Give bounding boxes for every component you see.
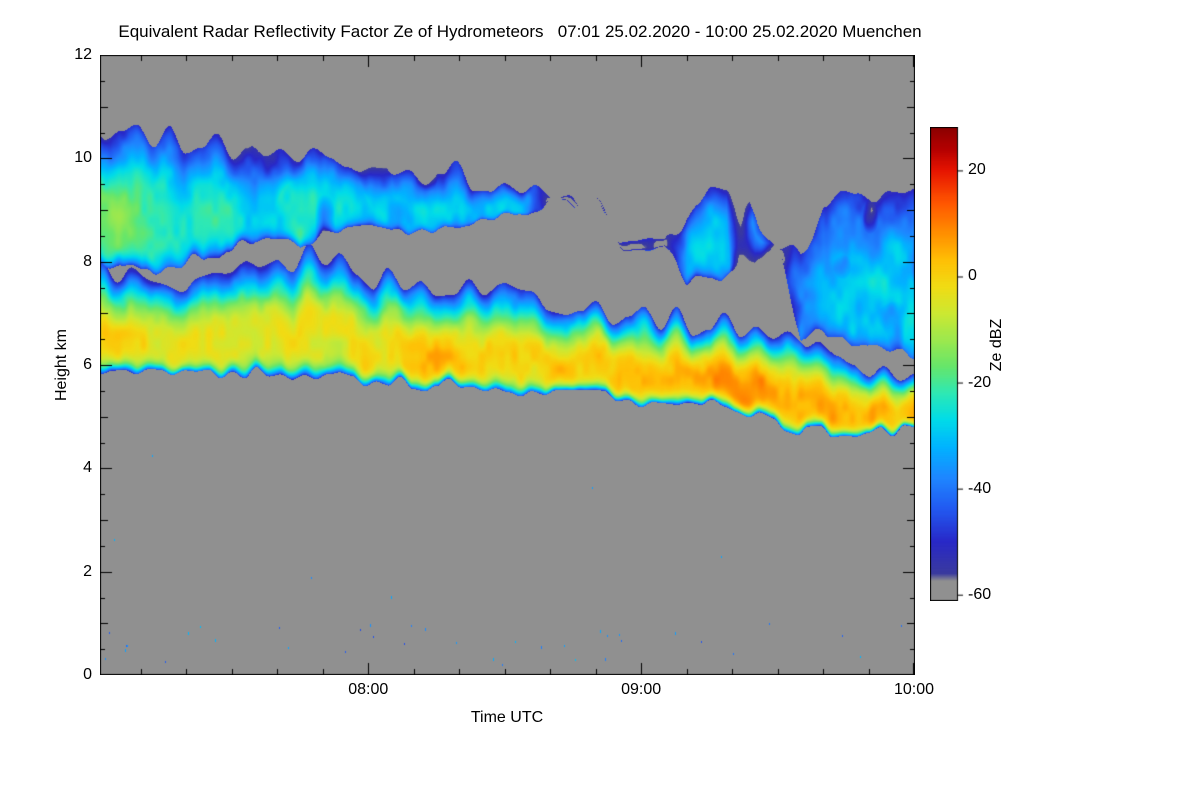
x-tick-label: 10:00 bbox=[893, 681, 935, 698]
chart-title: Equivalent Radar Reflectivity Factor Ze … bbox=[118, 22, 922, 41]
y-tick-label: 4 bbox=[83, 459, 92, 477]
colorbar-canvas bbox=[930, 127, 976, 601]
y-tick-label: 2 bbox=[83, 562, 92, 580]
colorbar-tick-label: -60 bbox=[968, 585, 992, 603]
colorbar-tick-label: 0 bbox=[968, 267, 977, 285]
colorbar-tick-label: -40 bbox=[968, 479, 992, 497]
colorbar-tick-label: 20 bbox=[968, 161, 986, 179]
y-tick-label: 8 bbox=[83, 252, 92, 270]
y-tick-label: 10 bbox=[74, 149, 92, 167]
x-tick-label: 09:00 bbox=[621, 681, 662, 698]
y-tick-label: 6 bbox=[83, 356, 92, 373]
colorbar-label: Ze dBZ bbox=[988, 318, 1005, 372]
reflectivity-heatmap-canvas bbox=[100, 55, 915, 675]
y-tick-label: 0 bbox=[83, 666, 92, 683]
y-tick-label: 12 bbox=[74, 46, 92, 63]
x-tick-label: 08:00 bbox=[348, 681, 389, 698]
x-axis-label: Time UTC bbox=[470, 709, 544, 726]
colorbar-tick-label: -20 bbox=[968, 373, 992, 391]
y-axis-label: Height km bbox=[53, 328, 70, 402]
